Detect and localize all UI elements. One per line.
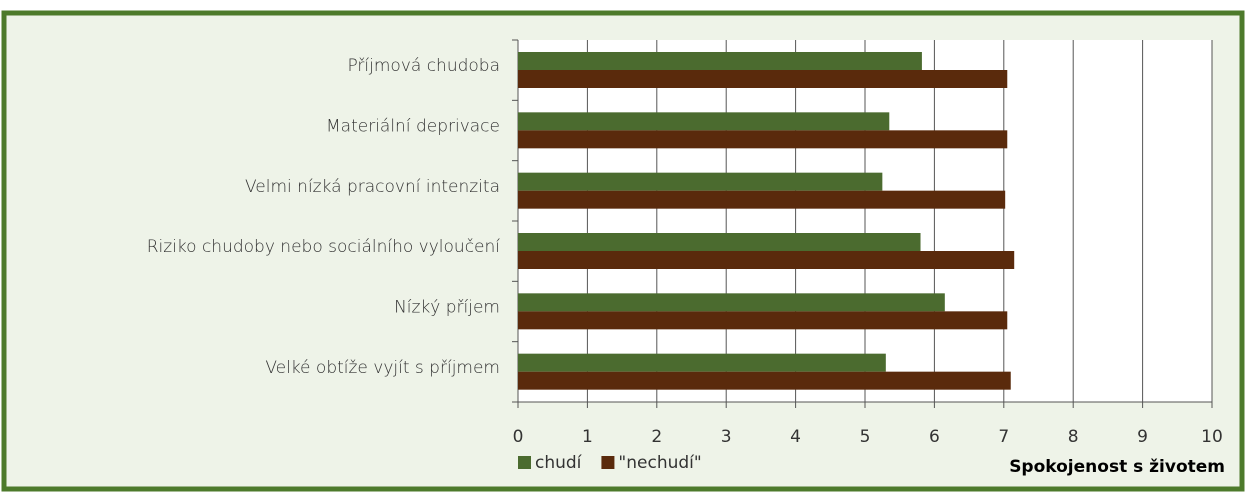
bar: [518, 251, 1015, 269]
legend-swatch: [518, 456, 531, 469]
y-tick-label: Velmi nízká pracovní intenzita: [245, 177, 500, 197]
x-axis-title: Spokojenost s životem: [1009, 457, 1225, 477]
x-tick-label: 5: [860, 427, 871, 447]
x-tick-label: 7: [998, 427, 1009, 447]
x-tick-label: 9: [1137, 427, 1148, 447]
bar: [518, 112, 890, 131]
y-tick-label: Materiální deprivace: [326, 117, 500, 137]
bar: [518, 353, 886, 372]
legend-label: chudí: [535, 453, 583, 473]
bar: [518, 52, 922, 70]
bar: [518, 70, 1008, 88]
bar: [518, 190, 1006, 209]
bar: [518, 172, 883, 191]
y-tick-label: Riziko chudoby nebo sociálního vyloučení: [147, 237, 501, 257]
x-tick-label: 8: [1068, 427, 1079, 447]
x-tick-label: 1: [582, 427, 593, 447]
y-tick-label: Nízký příjem: [394, 298, 500, 318]
y-tick-label: Velké obtíže vyjít s příjmem: [265, 358, 500, 378]
bar: [518, 293, 945, 312]
bar: [518, 233, 921, 251]
x-tick-label: 2: [651, 427, 662, 447]
x-tick-label: 6: [929, 427, 940, 447]
legend-swatch: [601, 456, 615, 469]
x-tick-label: 10: [1201, 427, 1223, 447]
bar: [518, 130, 1008, 149]
bar: [518, 311, 1008, 330]
x-tick-label: 4: [790, 427, 801, 447]
legend-label: "nechudí": [618, 453, 701, 473]
bar: [518, 371, 1011, 390]
x-tick-label: 0: [513, 427, 524, 447]
x-tick-label: 3: [721, 427, 732, 447]
y-tick-label: Příjmová chudoba: [347, 56, 500, 76]
